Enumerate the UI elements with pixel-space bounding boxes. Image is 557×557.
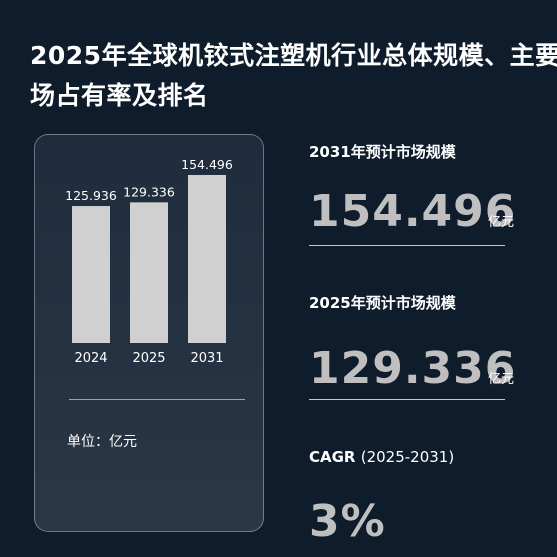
category-label-2025: 2025 [132,351,165,366]
cagr-period: (2025-2031) [360,448,455,466]
stat-2025-label: 2025年预计市场规模 [309,294,456,312]
page-title: 2025年全球机铰式注塑机行业总体规模、主要 场占有率及排名 [30,41,557,110]
category-label-2031: 2031 [190,351,223,366]
bar-2025 [130,202,168,343]
stat-2025-unit: 亿元 [488,372,515,387]
stat-2025-value: 129.336 [309,343,517,394]
stat-2031-unit: 亿元 [488,215,515,230]
bar-chart: 125.936 2024 129.336 2025 154.496 2031 [65,157,233,366]
unit-label: 单位：亿元 [67,434,137,450]
bar-value-label-2031: 154.496 [181,157,233,172]
bar-2024 [72,206,110,343]
stat-2031-line [309,245,505,246]
stat-2031-value: 154.496 [309,186,517,237]
bar-value-label-2025: 129.336 [123,184,175,199]
bar-2031 [188,174,226,343]
bar-value-label-2024: 125.936 [65,188,117,203]
cagr-value: 3% [309,496,386,547]
stat-2025-line [309,399,505,400]
category-label-2024: 2024 [74,351,107,366]
stat-2031-label: 2031年预计市场规模 [309,143,456,161]
cagr-label-text: CAGR [309,448,356,466]
chart-card: 125.936 2024 129.336 2025 154.496 2031 单位：亿元 [34,134,264,532]
cagr-label: CAGR (2025-2031) [309,448,454,466]
chart-divider [69,399,245,400]
